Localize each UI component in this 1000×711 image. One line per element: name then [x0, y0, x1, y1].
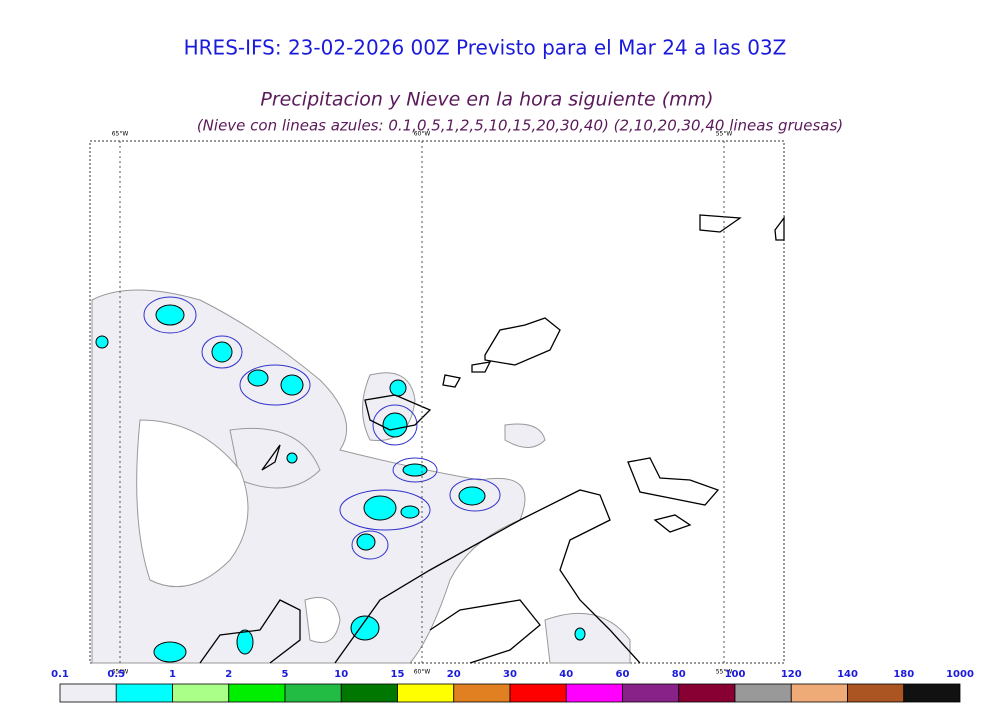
colorbar-label: 100 — [725, 669, 746, 680]
colorbar-box — [678, 683, 736, 703]
colorbar-box — [228, 683, 286, 703]
colorbar-label: 5 — [282, 669, 289, 680]
colorbar-label: 140 — [837, 669, 858, 680]
dry-holes — [136, 419, 341, 643]
coastlines — [199, 214, 785, 664]
colorbar-label: 0.1 — [51, 669, 69, 680]
colorbar-label: 1000 — [946, 669, 974, 680]
colorbar-box — [565, 683, 623, 703]
colorbar-box — [59, 683, 117, 703]
colorbar-box — [453, 683, 511, 703]
colorbar-box — [340, 683, 398, 703]
cyan-spots — [95, 304, 586, 663]
meridian-label: 60°W — [414, 131, 431, 138]
colorbar-label: 30 — [503, 669, 517, 680]
subtitle: Precipitacion y Nieve en la hora siguien… — [260, 89, 713, 111]
colorbar-label: 80 — [672, 669, 686, 680]
note: (Nieve con lineas azules: 0.1,0.5,1,2,5,… — [197, 117, 843, 135]
snow-contours — [143, 296, 501, 560]
colorbar-box — [622, 683, 680, 703]
meridian-label: 65°W — [112, 669, 129, 676]
colorbar-label: 40 — [559, 669, 573, 680]
colorbar-box — [115, 683, 173, 703]
colorbar-box — [903, 683, 961, 703]
meridian-label: 60°W — [414, 669, 431, 676]
map: 65°W 65°W 60°W 60°W 55°W 55°W — [89, 131, 785, 676]
colorbar-label: 10 — [334, 669, 348, 680]
colorbar-box — [847, 683, 905, 703]
colorbar: 0.1 0.5 1 2 5 10 15 20 30 40 60 80 100 120 140 180 1000 — [51, 669, 974, 703]
colorbar-label: 120 — [781, 669, 802, 680]
meridian-label: 55°W — [716, 131, 733, 138]
colorbar-box — [172, 683, 230, 703]
colorbar-box — [734, 683, 792, 703]
meridian-label: 65°W — [112, 131, 129, 138]
meridian-label: 55°W — [716, 669, 733, 676]
meridians: 65°W 65°W 60°W 60°W 55°W 55°W — [112, 131, 733, 676]
colorbar-box — [284, 683, 342, 703]
colorbar-label: 20 — [447, 669, 461, 680]
colorbar-label: 0.5 — [107, 669, 125, 680]
colorbar-label: 1 — [169, 669, 176, 680]
colorbar-box — [509, 683, 567, 703]
colorbar-label: 180 — [893, 669, 914, 680]
colorbar-label: 15 — [391, 669, 405, 680]
title: HRES-IFS: 23-02-2026 00Z Previsto para e… — [184, 36, 787, 60]
colorbar-box — [790, 683, 848, 703]
colorbar-label: 60 — [616, 669, 630, 680]
colorbar-label: 2 — [225, 669, 232, 680]
colorbar-box — [397, 683, 455, 703]
